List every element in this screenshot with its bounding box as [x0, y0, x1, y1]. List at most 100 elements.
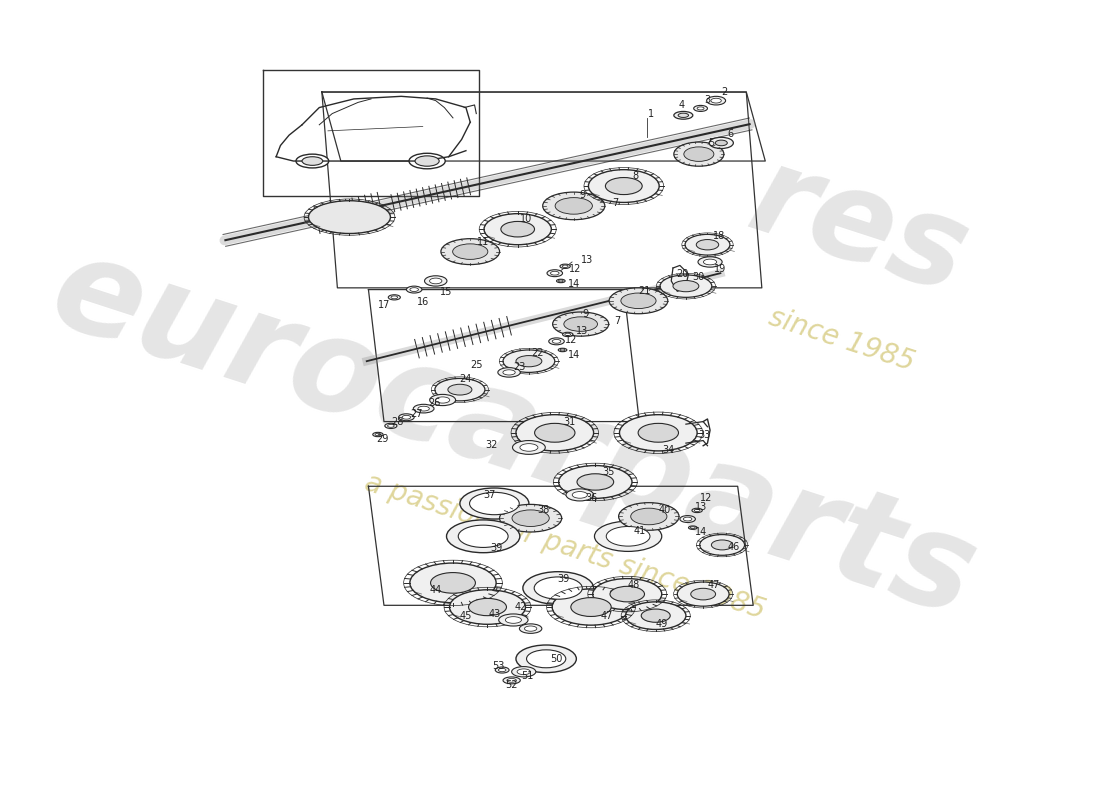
Ellipse shape [503, 350, 554, 372]
Text: 27: 27 [410, 409, 424, 419]
Ellipse shape [507, 678, 516, 682]
Ellipse shape [503, 370, 515, 375]
Ellipse shape [609, 288, 668, 314]
Ellipse shape [375, 434, 381, 436]
Ellipse shape [522, 572, 594, 605]
Text: 43: 43 [488, 609, 501, 619]
Text: 12: 12 [565, 334, 578, 345]
Ellipse shape [706, 96, 726, 105]
Ellipse shape [527, 650, 565, 668]
Ellipse shape [406, 286, 422, 293]
Ellipse shape [560, 349, 565, 351]
Ellipse shape [302, 157, 322, 166]
Ellipse shape [660, 275, 712, 298]
Ellipse shape [560, 264, 570, 269]
Text: 39: 39 [490, 543, 503, 554]
Ellipse shape [495, 667, 509, 673]
Ellipse shape [606, 526, 650, 546]
Ellipse shape [512, 510, 549, 526]
Ellipse shape [556, 198, 593, 214]
Text: 6: 6 [728, 130, 734, 139]
Text: eurocarparts: eurocarparts [36, 226, 991, 643]
Ellipse shape [564, 317, 597, 331]
Text: 14: 14 [568, 350, 580, 360]
Ellipse shape [398, 414, 415, 421]
Text: 2: 2 [722, 87, 728, 97]
Text: 47: 47 [601, 610, 613, 621]
Ellipse shape [470, 492, 519, 514]
Ellipse shape [484, 214, 551, 245]
Ellipse shape [448, 384, 472, 395]
Ellipse shape [296, 154, 329, 168]
Text: 9: 9 [580, 190, 585, 200]
Text: 42: 42 [514, 602, 527, 612]
Text: 52: 52 [505, 680, 518, 690]
Ellipse shape [694, 106, 707, 111]
Ellipse shape [512, 666, 536, 677]
Ellipse shape [674, 142, 724, 166]
Ellipse shape [698, 257, 722, 267]
Ellipse shape [715, 140, 727, 146]
Text: 17: 17 [377, 300, 390, 310]
Text: 8: 8 [632, 170, 639, 181]
Text: 18: 18 [713, 231, 725, 241]
Ellipse shape [557, 279, 565, 282]
Text: 37: 37 [483, 490, 495, 500]
Text: 31: 31 [563, 418, 575, 427]
Ellipse shape [683, 517, 692, 521]
Ellipse shape [593, 578, 662, 610]
Ellipse shape [308, 201, 390, 234]
Ellipse shape [425, 276, 447, 286]
Text: 48: 48 [628, 580, 640, 590]
Ellipse shape [559, 280, 563, 282]
Text: res: res [735, 136, 982, 319]
Ellipse shape [638, 423, 679, 442]
Ellipse shape [552, 339, 561, 343]
Ellipse shape [571, 598, 612, 617]
Text: 19: 19 [714, 264, 726, 274]
Ellipse shape [460, 488, 529, 519]
Ellipse shape [678, 113, 689, 118]
Ellipse shape [626, 602, 686, 630]
Ellipse shape [519, 624, 542, 634]
Text: 45: 45 [460, 610, 472, 621]
Ellipse shape [503, 677, 520, 684]
Ellipse shape [697, 107, 704, 110]
Ellipse shape [459, 525, 508, 547]
Ellipse shape [678, 582, 729, 606]
Text: 21: 21 [638, 286, 651, 296]
Text: 50: 50 [550, 654, 563, 664]
Ellipse shape [390, 296, 397, 298]
Ellipse shape [558, 348, 566, 352]
Text: 20: 20 [676, 269, 689, 279]
Ellipse shape [620, 293, 656, 309]
Ellipse shape [441, 238, 499, 265]
Ellipse shape [641, 609, 670, 622]
Ellipse shape [418, 406, 429, 411]
Ellipse shape [505, 617, 521, 623]
Ellipse shape [673, 281, 698, 292]
Ellipse shape [559, 466, 632, 498]
Ellipse shape [434, 378, 485, 401]
Text: 12: 12 [701, 494, 713, 503]
Text: 41: 41 [634, 526, 646, 536]
Ellipse shape [565, 334, 571, 336]
Ellipse shape [513, 441, 546, 454]
Ellipse shape [385, 423, 397, 429]
Text: 40: 40 [658, 506, 671, 515]
Ellipse shape [469, 598, 506, 616]
Ellipse shape [403, 415, 410, 419]
Ellipse shape [711, 98, 722, 103]
Text: 14: 14 [695, 527, 707, 537]
Ellipse shape [588, 170, 659, 202]
Ellipse shape [436, 397, 450, 403]
Text: 49: 49 [656, 619, 668, 630]
Ellipse shape [520, 444, 538, 451]
Ellipse shape [684, 147, 714, 162]
Ellipse shape [500, 222, 535, 237]
Ellipse shape [414, 404, 435, 413]
Text: a passion for parts since 1985: a passion for parts since 1985 [361, 469, 769, 625]
Ellipse shape [630, 508, 667, 525]
Ellipse shape [691, 588, 716, 600]
Ellipse shape [535, 423, 575, 442]
